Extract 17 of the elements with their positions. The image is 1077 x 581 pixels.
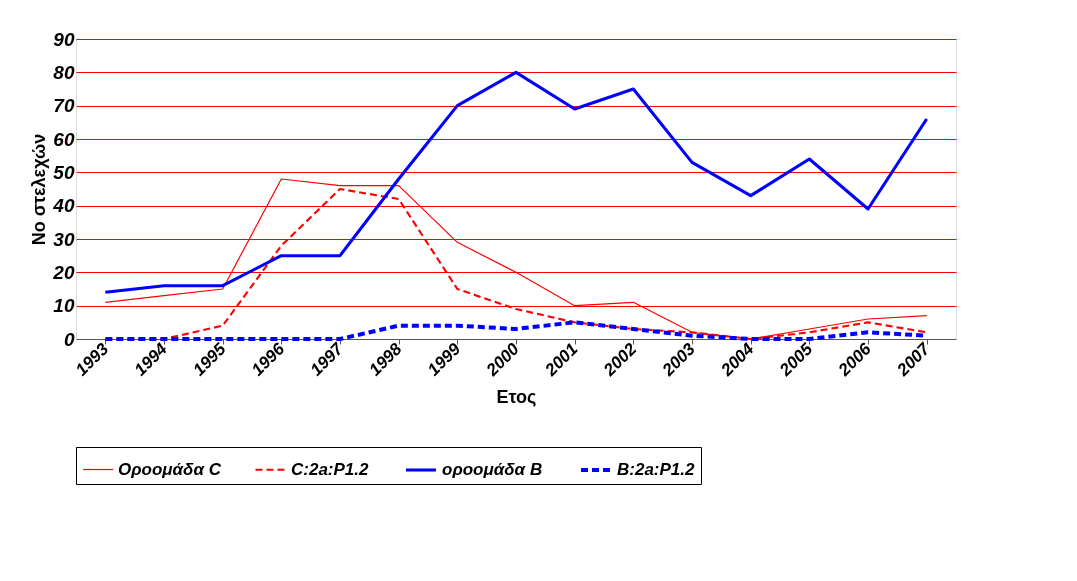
y-axis-title: Νο στελεχών [29, 133, 50, 246]
y-tick-label: 90 [53, 28, 75, 50]
y-tick-label: 70 [53, 95, 75, 117]
legend-label: C:2a:P1.2 [291, 459, 370, 479]
x-axis-title: Ετος [496, 386, 537, 407]
legend-label: B:2a:P1.2 [617, 460, 696, 479]
legend-label: οροομάδα B [442, 460, 543, 479]
line-series [103, 70, 929, 294]
y-tick-label: 0 [63, 328, 75, 350]
y-tick-label: 60 [53, 128, 75, 150]
legend-label: Οροομάδα C [118, 459, 222, 479]
y-tick-label: 80 [53, 61, 75, 83]
y-tick-label: 10 [53, 295, 75, 317]
y-tick-label: 30 [53, 228, 75, 250]
y-tick-label: 50 [53, 161, 75, 183]
y-tick-label: 20 [52, 261, 75, 283]
y-tick-label: 40 [52, 195, 75, 217]
